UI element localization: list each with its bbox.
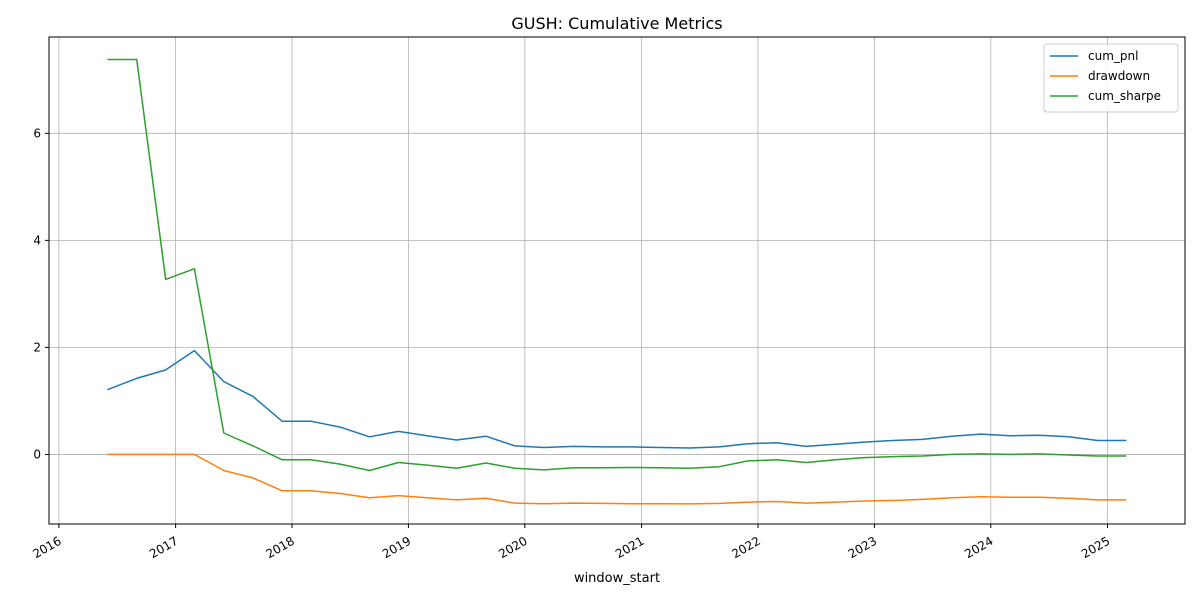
legend: cum_pnl drawdown cum_sharpe xyxy=(1043,43,1179,113)
series-line-drawdown xyxy=(107,453,1127,505)
legend-box xyxy=(1043,43,1179,113)
legend-label: drawdown xyxy=(1088,69,1150,83)
legend-label: cum_sharpe xyxy=(1088,89,1161,103)
x-axis-label: window_start xyxy=(574,571,660,586)
y-tick-label: 2 xyxy=(33,340,41,354)
y-tick-label: 4 xyxy=(33,233,41,247)
series-line-cum-pnl xyxy=(107,349,1127,449)
grid xyxy=(49,37,1185,524)
series-layer xyxy=(107,58,1127,505)
legend-label: cum_pnl xyxy=(1088,49,1138,63)
y-tick-label: 0 xyxy=(33,447,41,461)
plot-frame xyxy=(48,36,1186,525)
y-tick-label: 6 xyxy=(33,126,41,140)
series-line-cum-sharpe xyxy=(107,58,1127,472)
chart-title: GUSH: Cumulative Metrics xyxy=(511,14,722,33)
y-axis: 0 2 4 6 xyxy=(33,126,49,461)
